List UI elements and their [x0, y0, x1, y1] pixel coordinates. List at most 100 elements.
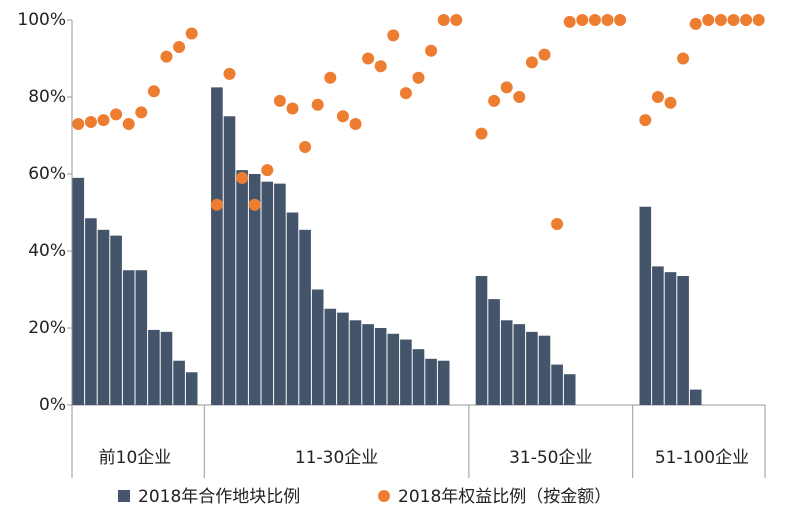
y-tick-label: 100% — [17, 10, 66, 30]
bar — [97, 229, 110, 405]
dot — [651, 91, 664, 103]
group-label: 51-100企业 — [655, 448, 749, 468]
bar — [425, 358, 437, 405]
bar — [538, 335, 551, 405]
bar — [248, 174, 261, 405]
bar — [400, 339, 412, 405]
bar — [374, 328, 387, 405]
dot — [135, 106, 148, 119]
bar — [362, 324, 374, 405]
dot — [336, 110, 349, 123]
dot — [374, 60, 387, 73]
dot — [538, 48, 551, 61]
dot — [160, 50, 173, 63]
bar — [223, 116, 236, 405]
dot — [677, 52, 690, 65]
dot — [210, 198, 223, 211]
dot — [261, 164, 274, 177]
dot — [437, 14, 450, 26]
dot — [223, 67, 236, 80]
bar — [513, 324, 526, 405]
bar — [488, 299, 500, 405]
bar — [412, 349, 425, 405]
bar — [122, 270, 135, 405]
bar — [664, 272, 677, 405]
bar — [387, 333, 400, 405]
bar — [337, 312, 349, 405]
dot — [576, 14, 589, 26]
dot — [110, 108, 123, 121]
bar — [475, 276, 488, 405]
dot — [639, 114, 652, 127]
legend-swatch — [378, 490, 390, 502]
bar — [85, 218, 97, 405]
bar — [274, 183, 286, 405]
dot — [387, 29, 400, 42]
dot — [727, 14, 740, 26]
dot — [97, 114, 110, 127]
dot — [236, 171, 249, 184]
dot — [614, 14, 627, 26]
y-tick-label: 60% — [28, 164, 66, 184]
dot — [147, 85, 160, 98]
y-tick-label: 0% — [39, 395, 66, 415]
group-label: 11-30企业 — [295, 448, 378, 468]
bar — [639, 206, 652, 405]
dot — [412, 71, 425, 84]
bar — [173, 360, 185, 405]
dot — [349, 117, 362, 130]
bar — [652, 266, 664, 405]
bar — [526, 331, 538, 405]
legend-label: 2018年权益比例（按金额） — [398, 487, 611, 507]
bar — [236, 170, 248, 405]
bar — [110, 235, 122, 405]
dot — [425, 44, 438, 57]
dot — [752, 14, 765, 26]
bar — [563, 374, 576, 405]
bar — [437, 360, 450, 405]
dot — [488, 94, 501, 107]
dot — [500, 81, 513, 94]
dot — [399, 87, 412, 100]
bar — [299, 229, 311, 405]
dot — [324, 71, 337, 84]
dot — [740, 14, 753, 26]
dot — [525, 56, 538, 69]
bar — [349, 320, 362, 405]
dot — [714, 14, 727, 26]
dot — [173, 40, 186, 53]
dot — [185, 27, 198, 40]
bar — [135, 270, 148, 405]
dot — [664, 96, 677, 109]
group-label: 前10企业 — [99, 448, 172, 468]
y-tick-label: 20% — [28, 318, 66, 338]
dot — [601, 14, 614, 26]
dot — [551, 218, 564, 231]
bar — [689, 389, 702, 405]
y-tick-label: 40% — [28, 241, 66, 261]
dot — [513, 91, 526, 103]
bar — [185, 372, 198, 405]
dot — [702, 14, 715, 26]
dot — [84, 116, 97, 129]
y-tick-label: 80% — [28, 87, 66, 107]
bar — [286, 212, 299, 405]
dot — [588, 14, 601, 26]
bar — [211, 87, 223, 405]
dot — [475, 127, 488, 140]
dot — [72, 117, 85, 130]
group-label: 31-50企业 — [509, 448, 592, 468]
legend-swatch — [118, 490, 130, 502]
dot — [286, 102, 299, 115]
legend-label: 2018年合作地块比例 — [138, 487, 300, 507]
bar — [677, 276, 689, 405]
bar — [500, 320, 513, 405]
bar — [261, 181, 274, 405]
dot — [122, 117, 135, 130]
dot — [689, 17, 702, 30]
bar — [324, 308, 337, 405]
dot — [450, 14, 463, 26]
dot — [273, 94, 286, 107]
